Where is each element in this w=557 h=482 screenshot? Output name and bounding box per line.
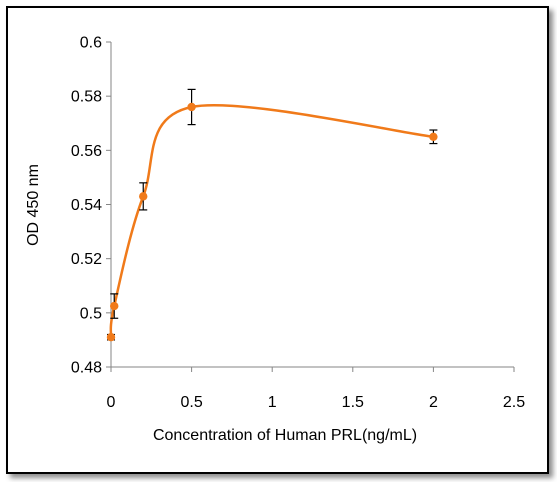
data-point	[106, 333, 116, 342]
y-tick-label: 0.56	[71, 143, 102, 160]
y-tick-label: 0.52	[71, 251, 102, 268]
y-tick-label: 0.5	[80, 305, 102, 322]
x-tick-label: 2	[429, 394, 438, 411]
x-axis-title: Concentration of Human PRL(ng/mL)	[153, 427, 417, 444]
x-tick-label: 0.5	[180, 394, 202, 411]
y-axis-title: OD 450 nm	[25, 164, 42, 246]
data-point	[429, 132, 438, 141]
x-tick-label: 1	[268, 394, 277, 411]
x-ticks: 0 0.5 1 1.5 2 2.5	[107, 367, 525, 411]
curve-layer	[109, 103, 434, 338]
series-line	[109, 103, 434, 338]
x-tick-label: 0	[107, 394, 116, 411]
axes	[110, 42, 514, 368]
data-point	[139, 192, 148, 201]
y-tick-label: 0.54	[71, 197, 102, 214]
x-tick-label: 1.5	[342, 394, 364, 411]
data-points	[106, 102, 438, 342]
y-tick-label: 0.58	[71, 89, 102, 106]
y-tick-label: 0.6	[80, 35, 102, 52]
error-bars	[107, 88, 438, 341]
y-tick-label: 0.48	[71, 360, 102, 377]
data-point	[110, 301, 119, 311]
data-point	[187, 102, 196, 112]
x-tick-label: 2.5	[503, 394, 525, 411]
chart-frame	[6, 6, 549, 474]
y-ticks: 0.48 0.5 0.52 0.54 0.56 0.58 0.6	[71, 35, 111, 377]
